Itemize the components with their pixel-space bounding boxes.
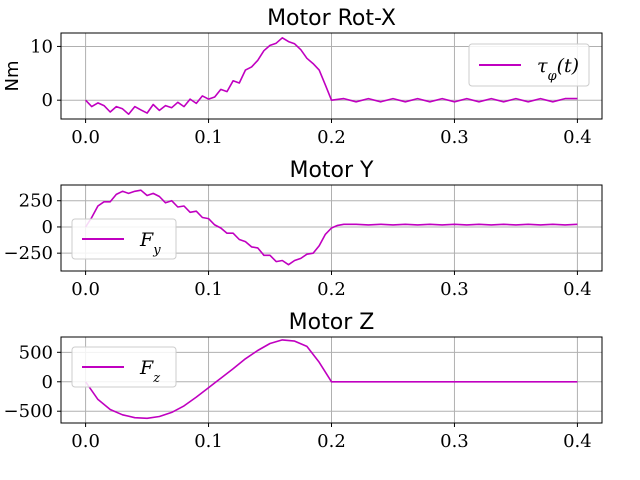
series-line — [84, 339, 578, 420]
y-tick-label: 10 — [30, 36, 53, 57]
y-tick-label: 0 — [42, 90, 53, 111]
series-line — [84, 189, 578, 266]
chart-panel-1: 0.0 0.1 0.2 0.3 0.4 0 10 Motor Rot-X Nm τφ(t) — [2, 6, 603, 148]
y-tick-label: −250 — [4, 243, 53, 264]
x-tick-label: 0.3 — [440, 431, 469, 452]
x-tick-label: 0.0 — [71, 431, 100, 452]
chart-title: Motor Y — [289, 158, 374, 183]
x-tick-label: 0.0 — [71, 279, 100, 300]
chart-title: Motor Z — [289, 310, 375, 335]
chart-panel-3: 0.0 0.1 0.2 0.3 0.4 500 0 −500 Motor Z Fz — [4, 310, 603, 452]
x-tick-label: 0.1 — [194, 127, 223, 148]
legend: Fz — [71, 346, 177, 388]
legend: τφ(t) — [468, 43, 590, 87]
x-tick-label: 0.2 — [317, 127, 346, 148]
legend: Fy — [71, 218, 177, 260]
y-tick-label: 500 — [19, 342, 53, 363]
x-tick-label: 0.1 — [194, 431, 223, 452]
x-tick-label: 0.0 — [71, 127, 100, 148]
x-tick-label: 0.3 — [440, 279, 469, 300]
y-tick-label: 0 — [42, 372, 53, 393]
x-tick-label: 0.4 — [563, 127, 592, 148]
chart-title: Motor Rot-X — [267, 6, 396, 31]
y-tick-label: 250 — [19, 191, 53, 212]
x-tick-label: 0.4 — [563, 279, 592, 300]
y-tick-label: 0 — [42, 217, 53, 238]
y-tick-label: −500 — [4, 401, 53, 422]
x-tick-label: 0.3 — [440, 127, 469, 148]
series-line — [85, 36, 578, 115]
x-tick-label: 0.2 — [317, 279, 346, 300]
y-axis-label: Nm — [2, 61, 23, 92]
x-tick-label: 0.4 — [563, 431, 592, 452]
x-tick-label: 0.1 — [194, 279, 223, 300]
legend-box — [468, 43, 590, 87]
x-tick-label: 0.2 — [317, 431, 346, 452]
chart-panel-2: 0.0 0.1 0.2 0.3 0.4 250 0 −250 Motor Y Fy — [4, 158, 603, 300]
